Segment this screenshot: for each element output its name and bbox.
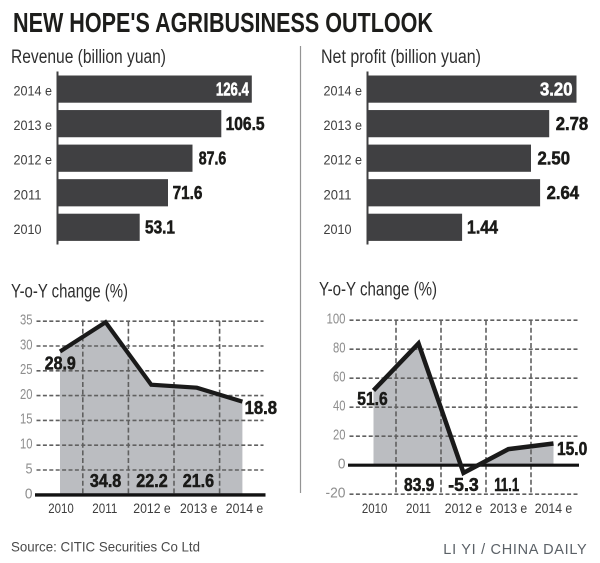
svg-text:Revenue (billion yuan): Revenue (billion yuan) bbox=[11, 47, 166, 68]
svg-text:2.50: 2.50 bbox=[538, 149, 571, 169]
svg-text:-20: -20 bbox=[326, 485, 346, 502]
svg-text:Y-o-Y change (%): Y-o-Y change (%) bbox=[11, 281, 128, 302]
svg-text:71.6: 71.6 bbox=[173, 183, 203, 203]
svg-text:2013 e: 2013 e bbox=[14, 118, 53, 133]
svg-text:NEW HOPE'S AGRIBUSINESS OUTLOO: NEW HOPE'S AGRIBUSINESS OUTLOOK bbox=[13, 7, 433, 38]
svg-text:2014 e: 2014 e bbox=[324, 84, 363, 99]
svg-text:Source: CITIC Securities Co Lt: Source: CITIC Securities Co Ltd bbox=[11, 539, 200, 554]
svg-text:34.8: 34.8 bbox=[90, 471, 121, 491]
svg-text:25: 25 bbox=[20, 361, 33, 378]
svg-text:0: 0 bbox=[25, 485, 33, 502]
svg-text:11.1: 11.1 bbox=[494, 475, 519, 495]
svg-text:30: 30 bbox=[20, 336, 33, 353]
svg-text:15.0: 15.0 bbox=[557, 439, 587, 459]
svg-text:28.9: 28.9 bbox=[45, 353, 76, 373]
svg-text:2014 e: 2014 e bbox=[14, 84, 53, 99]
svg-text:0: 0 bbox=[338, 456, 346, 473]
svg-text:18.8: 18.8 bbox=[245, 398, 277, 418]
svg-text:2010: 2010 bbox=[362, 500, 388, 516]
svg-text:126.4: 126.4 bbox=[216, 80, 249, 100]
svg-text:2012 e: 2012 e bbox=[324, 153, 363, 168]
svg-text:80: 80 bbox=[333, 340, 346, 357]
svg-text:60: 60 bbox=[333, 369, 346, 386]
svg-text:-5.3: -5.3 bbox=[448, 475, 478, 495]
svg-text:1.44: 1.44 bbox=[467, 218, 498, 238]
svg-text:5: 5 bbox=[26, 460, 33, 477]
svg-text:2010: 2010 bbox=[48, 500, 74, 516]
svg-text:2010: 2010 bbox=[324, 222, 352, 237]
svg-text:Net profit (billion yuan): Net profit (billion yuan) bbox=[321, 47, 481, 68]
svg-text:51.6: 51.6 bbox=[357, 389, 387, 409]
svg-text:20: 20 bbox=[20, 386, 33, 403]
svg-text:2013 e: 2013 e bbox=[324, 118, 363, 133]
svg-text:20: 20 bbox=[333, 427, 346, 444]
svg-text:2011: 2011 bbox=[14, 187, 42, 202]
svg-text:2012 e: 2012 e bbox=[14, 153, 53, 168]
svg-text:2012 e: 2012 e bbox=[445, 500, 483, 516]
svg-text:2014 e: 2014 e bbox=[535, 500, 573, 516]
svg-text:2013 e: 2013 e bbox=[490, 500, 528, 516]
svg-text:2014 e: 2014 e bbox=[226, 500, 264, 516]
svg-text:Y-o-Y change (%): Y-o-Y change (%) bbox=[319, 280, 437, 301]
svg-text:2.64: 2.64 bbox=[547, 183, 580, 203]
svg-text:2013 e: 2013 e bbox=[180, 500, 218, 516]
svg-text:10: 10 bbox=[20, 436, 33, 453]
svg-text:2.78: 2.78 bbox=[556, 114, 589, 134]
svg-text:21.6: 21.6 bbox=[183, 471, 214, 491]
svg-text:22.2: 22.2 bbox=[136, 471, 167, 491]
svg-text:106.5: 106.5 bbox=[226, 114, 265, 134]
svg-text:LI YI / CHINA DAILY: LI YI / CHINA DAILY bbox=[443, 542, 587, 558]
svg-text:35: 35 bbox=[20, 312, 33, 329]
svg-text:2011: 2011 bbox=[324, 187, 352, 202]
svg-text:2011: 2011 bbox=[92, 500, 117, 516]
svg-text:3.20: 3.20 bbox=[540, 80, 573, 100]
svg-text:2011: 2011 bbox=[406, 500, 431, 516]
svg-text:15: 15 bbox=[20, 411, 33, 428]
svg-text:40: 40 bbox=[333, 398, 346, 415]
svg-text:83.9: 83.9 bbox=[404, 475, 434, 495]
svg-text:87.6: 87.6 bbox=[199, 149, 227, 169]
svg-text:53.1: 53.1 bbox=[145, 218, 175, 238]
svg-text:2012 e: 2012 e bbox=[133, 500, 171, 516]
svg-text:100: 100 bbox=[327, 311, 346, 328]
svg-text:2010: 2010 bbox=[14, 222, 42, 237]
